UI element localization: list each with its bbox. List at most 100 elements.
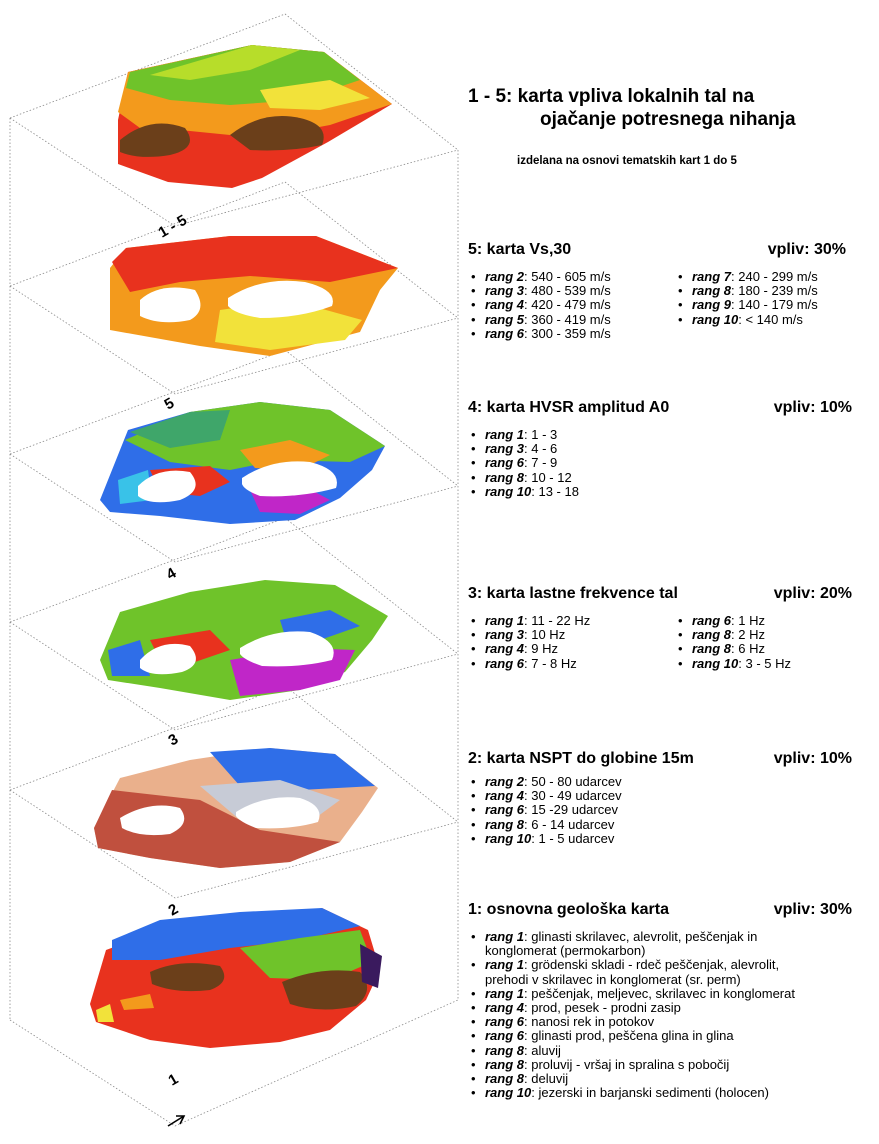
section-title: 4: karta HVSR amplitud A0 [468, 399, 670, 416]
rank-label: rang 1 [485, 929, 525, 944]
rank-label: rang 1 [485, 957, 525, 973]
rank-label: rang 4 [485, 297, 525, 313]
rank-range: : aluvij [524, 1042, 561, 1058]
rank-range: : 50 - 80 udarcev [524, 774, 622, 789]
map-nspt [94, 748, 378, 868]
rank-range: : 1 Hz [731, 613, 765, 628]
rank-range-continued: konglomerat (permokarbon) [485, 943, 646, 959]
map-geology [90, 908, 382, 1048]
rank-label: rang 8 [692, 627, 732, 643]
rank-range: : 7 - 8 Hz [524, 655, 577, 671]
items-col1: rang 1: 1 - 3rang 3: 4 - 6rang 6: 7 - 9r… [468, 427, 675, 499]
rank-label: rang 10 [485, 830, 532, 846]
section-nspt: 2: karta NSPT do globine 15m vpliv: 10% … [468, 749, 860, 846]
rank-range: : 240 - 299 m/s [731, 269, 818, 284]
rank-range: : 1 - 3 [524, 427, 558, 442]
north-arrow-icon [167, 1115, 186, 1127]
items-col1: rang 2: 540 - 605 m/srang 3: 480 - 539 m… [468, 269, 675, 341]
legend-item: rang 7: 240 - 299 m/s [675, 269, 860, 284]
legend-item: rang 10: 3 - 5 Hz [675, 655, 860, 671]
layer-label-2: 2 [166, 901, 182, 920]
rank-label: rang 6 [485, 455, 525, 471]
rank-label: rang 8 [692, 641, 732, 657]
rank-label: rang 10 [485, 1085, 532, 1101]
legend-item: rang 1: glinasti skrilavec, alevrolit, p… [468, 929, 860, 959]
section-hvsr: 4: karta HVSR amplitud A0 vpliv: 10% ran… [468, 398, 860, 499]
rank-label: rang 1 [485, 985, 525, 1001]
main-title-line2: ojačanje potresnega nihanja [540, 109, 796, 130]
rank-range: : jezerski in barjanski sedimenti (holoc… [531, 1085, 769, 1101]
legend-item: rang 6: 1 Hz [675, 613, 860, 628]
legend-item: rang 6: 300 - 359 m/s [468, 325, 675, 341]
legend-item: rang 8: 6 Hz [675, 641, 860, 657]
legend-item: rang 3: 10 Hz [468, 628, 675, 643]
legend-item: rang 4: 9 Hz [468, 641, 675, 657]
rank-label: rang 4 [485, 641, 525, 657]
rank-range: : glinasti skrilavec, alevrolit, peščenj… [524, 929, 758, 944]
rank-range: : 30 - 49 udarcev [524, 788, 622, 804]
legend-item: rang 3: 480 - 539 m/s [468, 283, 675, 299]
rank-label: rang 7 [692, 269, 732, 284]
rank-label: rang 6 [485, 1028, 525, 1044]
rank-range: : 6 Hz [731, 641, 765, 657]
legend-item: rang 6: nanosi rek in potokov [468, 1015, 860, 1030]
rank-range: : 6 - 14 udarcev [524, 816, 615, 832]
rank-range: : prod, pesek - prodni zasip [524, 1000, 681, 1016]
items-col2: rang 7: 240 - 299 m/srang 8: 180 - 239 m… [675, 269, 860, 341]
legend-item: rang 8: 6 - 14 udarcev [468, 816, 675, 832]
items-col1: rang 1: 11 - 22 Hzrang 3: 10 Hzrang 4: 9… [468, 613, 675, 671]
legend-item: rang 8: 10 - 12 [468, 469, 675, 485]
legend-item: rang 3: 4 - 6 [468, 442, 675, 457]
legend-item: rang 1: grödenski skladi - rdeč peščenja… [468, 957, 860, 987]
section-weight: vpliv: 10% [773, 399, 852, 416]
items-col2 [675, 428, 860, 499]
rank-label: rang 6 [485, 655, 525, 671]
legend-item: rang 10: < 140 m/s [675, 311, 860, 327]
rank-label: rang 10 [692, 311, 739, 327]
section-frequency: 3: karta lastne frekvence tal vpliv: 20%… [468, 584, 860, 671]
map-hvsr [100, 402, 385, 524]
section-title: 1: osnovna geološka karta [468, 901, 669, 918]
legend-item: rang 5: 360 - 419 m/s [468, 311, 675, 327]
rank-range: : 360 - 419 m/s [524, 311, 611, 327]
main-title-line1: 1 - 5: karta vpliva lokalnih tal na [468, 86, 755, 107]
rank-label: rang 8 [692, 283, 732, 299]
legend-item: rang 1: 1 - 3 [468, 427, 675, 442]
rank-range: : 7 - 9 [524, 455, 558, 471]
rank-range: : 9 Hz [524, 641, 558, 657]
layer-label-3: 3 [166, 731, 182, 750]
rank-label: rang 9 [692, 297, 732, 313]
items-col2: rang 6: 1 Hzrang 8: 2 Hzrang 8: 6 Hzrang… [675, 613, 860, 671]
layer-label-4: 4 [164, 564, 180, 583]
map-vs30 [110, 236, 398, 356]
rank-label: rang 5 [485, 311, 525, 327]
section-title: 3: karta lastne frekvence tal [468, 585, 678, 602]
section-weight: vpliv: 30% [773, 901, 852, 918]
section-title: 5: karta Vs,30 [468, 241, 572, 258]
rank-label: rang 6 [485, 325, 525, 341]
legend-item: rang 6: 7 - 9 [468, 455, 675, 471]
rank-range: : 140 - 179 m/s [731, 297, 818, 313]
layer-stack-diagram: 1 - 5 5 4 3 2 1 [9, 13, 459, 1127]
items-col1: rang 2: 50 - 80 udarcevrang 4: 30 - 49 u… [468, 774, 675, 846]
legend-item: rang 1: 11 - 22 Hz [468, 613, 675, 628]
legend-item: rang 1: peščenjak, meljevec, skrilavec i… [468, 985, 860, 1001]
legend-item: rang 8: deluvij [468, 1071, 860, 1087]
rank-label: rang 6 [485, 802, 525, 818]
rank-range: : 540 - 605 m/s [524, 269, 611, 284]
rank-label: rang 10 [692, 655, 739, 671]
rank-range: : < 140 m/s [738, 311, 803, 327]
rank-label: rang 8 [485, 469, 525, 485]
rank-label: rang 6 [692, 613, 732, 628]
rank-range: : 10 - 12 [524, 469, 572, 485]
rank-label: rang 8 [485, 816, 525, 832]
rank-range: : 15 -29 udarcev [524, 802, 618, 818]
rank-range: : 480 - 539 m/s [524, 283, 611, 299]
legend-item: rang 4: 30 - 49 udarcev [468, 788, 675, 804]
legend-item: rang 10: jezerski in barjanski sedimenti… [468, 1085, 860, 1101]
map-composite [118, 45, 392, 188]
map-frequency [100, 580, 388, 700]
legend-item: rang 2: 50 - 80 udarcev [468, 774, 675, 789]
legend-item: rang 2: 540 - 605 m/s [468, 269, 675, 284]
rank-range: : deluvij [524, 1071, 569, 1087]
